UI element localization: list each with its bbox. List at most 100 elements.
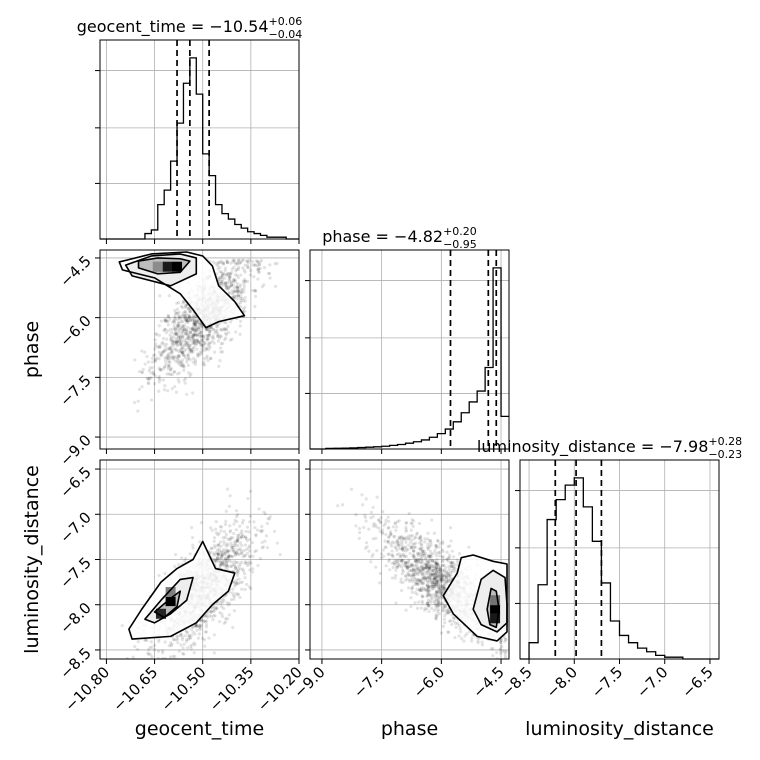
scatter-point — [448, 619, 452, 623]
scatter-point — [370, 555, 374, 559]
scatter-point — [183, 377, 188, 381]
scatter-point — [400, 547, 404, 551]
scatter-point — [440, 577, 444, 581]
scatter-point — [429, 598, 433, 602]
scatter-point — [389, 542, 393, 546]
scatter-point — [432, 576, 436, 580]
scatter-point — [225, 258, 229, 263]
scatter-point — [249, 561, 253, 565]
scatter-point — [228, 530, 232, 534]
scatter-point — [214, 329, 218, 333]
scatter-point — [219, 562, 224, 566]
scatter-point — [185, 630, 190, 635]
scatter-point — [192, 320, 196, 325]
scatter-point — [257, 270, 261, 274]
scatter-point — [452, 564, 456, 569]
scatter-point — [413, 536, 417, 540]
scatter-point — [233, 273, 237, 277]
scatter-point — [176, 321, 180, 325]
scatter-point — [157, 389, 161, 393]
scatter-point — [157, 375, 161, 379]
scatter-point — [257, 262, 261, 267]
scatter-point — [240, 296, 244, 301]
scatter-point — [278, 552, 282, 557]
scatter-point — [248, 489, 253, 493]
scatter-point — [446, 573, 451, 578]
scatter-point — [219, 601, 223, 605]
scatter-point — [233, 580, 237, 584]
scatter-point — [181, 319, 185, 324]
scatter-point — [438, 554, 442, 558]
scatter-point — [193, 338, 197, 342]
scatter-point — [169, 336, 173, 341]
scatter-point — [268, 271, 272, 276]
scatter-point — [433, 571, 437, 576]
scatter-point — [205, 337, 209, 341]
scatter-point — [216, 339, 220, 343]
scatter-point — [441, 602, 445, 606]
scatter-point — [227, 554, 231, 558]
scatter-point — [188, 309, 192, 313]
scatter-point — [437, 595, 441, 599]
scatter-point — [226, 554, 230, 559]
scatter-point — [185, 343, 189, 347]
scatter-point — [183, 314, 187, 318]
scatter-point — [201, 340, 205, 344]
scatter-point — [165, 355, 169, 360]
scatter-point — [446, 572, 451, 576]
scatter-point — [420, 565, 424, 569]
scatter-point — [228, 338, 232, 342]
scatter-point — [182, 353, 186, 357]
scatter-point — [242, 284, 246, 288]
scatter-point — [215, 555, 220, 560]
scatter-point — [215, 558, 220, 562]
scatter-point — [446, 611, 450, 615]
scatter-point — [212, 559, 216, 563]
scatter-point — [471, 633, 475, 637]
scatter-point — [217, 547, 221, 551]
scatter-point — [365, 545, 369, 549]
scatter-point — [380, 530, 384, 535]
scatter-point — [182, 368, 186, 372]
scatter-point — [423, 537, 427, 541]
scatter-point — [434, 604, 438, 608]
scatter-point — [153, 374, 157, 378]
scatter-point — [390, 549, 394, 553]
scatter-point — [449, 619, 453, 623]
scatter-point — [232, 531, 236, 536]
scatter-point — [504, 650, 508, 654]
scatter-point — [395, 565, 399, 569]
scatter-point — [173, 321, 177, 325]
scatter-point — [435, 578, 439, 583]
scatter-point — [226, 556, 230, 560]
scatter-point — [415, 568, 419, 572]
scatter-point — [200, 347, 204, 351]
scatter-point — [442, 617, 446, 621]
scatter-point — [266, 271, 271, 276]
title-minus-geocent_time: −0.04 — [269, 28, 303, 41]
scatter-point — [428, 558, 432, 562]
scatter-point — [239, 291, 243, 295]
scatter-point — [214, 262, 218, 266]
scatter-point — [197, 332, 202, 336]
scatter-point — [427, 609, 431, 614]
scatter-point — [234, 544, 238, 548]
x-tick-label: −10.35 — [206, 663, 258, 715]
scatter-point — [184, 638, 189, 642]
scatter-point — [242, 290, 246, 294]
scatter-point — [233, 582, 238, 586]
scatter-point — [174, 390, 179, 394]
scatter-point — [229, 564, 233, 568]
scatter-point — [414, 581, 418, 585]
scatter-point — [218, 619, 222, 624]
scatter-point — [394, 568, 398, 572]
scatter-point — [221, 260, 225, 265]
scatter-point — [216, 333, 220, 337]
scatter-point — [182, 300, 186, 304]
scatter-point — [389, 530, 393, 534]
scatter-point — [458, 630, 463, 634]
scatter-point — [158, 294, 162, 298]
scatter-point — [410, 577, 414, 581]
scatter-point — [183, 634, 187, 638]
scatter-point — [230, 337, 234, 341]
